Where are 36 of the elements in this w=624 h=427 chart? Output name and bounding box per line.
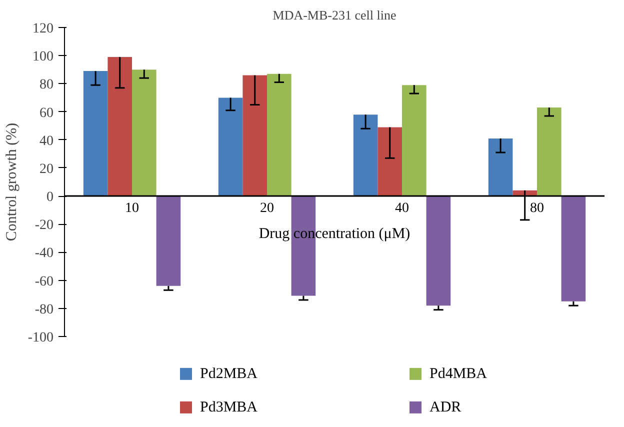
y-tick-label: -80 <box>34 302 54 318</box>
y-tick-label: 100 <box>32 50 54 65</box>
chart-title: MDA-MB-231 cell line <box>272 8 396 22</box>
legend-label: ADR <box>430 399 462 416</box>
bar <box>218 98 243 196</box>
y-tick-label: -60 <box>34 274 54 290</box>
y-tick-label: 20 <box>40 162 54 177</box>
y-tick-label: -20 <box>34 218 54 234</box>
y-tick-label: -40 <box>34 246 54 262</box>
legend-label: Pd3MBA <box>200 399 258 416</box>
y-tick-label: 40 <box>40 134 54 149</box>
bar <box>83 71 108 196</box>
x-tick-label: 80 <box>530 201 544 216</box>
bar <box>402 85 426 196</box>
bar <box>488 138 513 196</box>
bar <box>242 75 267 196</box>
y-axis-title: Control growth (%) <box>4 122 20 242</box>
y-tick-label: 60 <box>40 106 54 121</box>
bar <box>156 196 181 286</box>
legend-label: Pd2MBA <box>200 366 258 382</box>
y-tick-label: 80 <box>40 78 54 93</box>
bar <box>267 74 292 196</box>
y-tick-label: -100 <box>28 330 54 346</box>
bar <box>132 70 156 196</box>
y-tick-label: 120 <box>32 22 54 36</box>
bar <box>108 56 132 196</box>
bar <box>561 196 586 302</box>
bar <box>537 108 562 196</box>
x-tick-label: 40 <box>395 201 409 216</box>
legend-label: Pd4MBA <box>430 366 488 382</box>
bar <box>378 127 402 196</box>
bar <box>353 114 378 196</box>
bar <box>426 196 451 306</box>
y-tick-label: 0 <box>46 190 54 206</box>
x-tick-label: 10 <box>125 201 139 216</box>
x-tick-label: 20 <box>260 201 274 216</box>
